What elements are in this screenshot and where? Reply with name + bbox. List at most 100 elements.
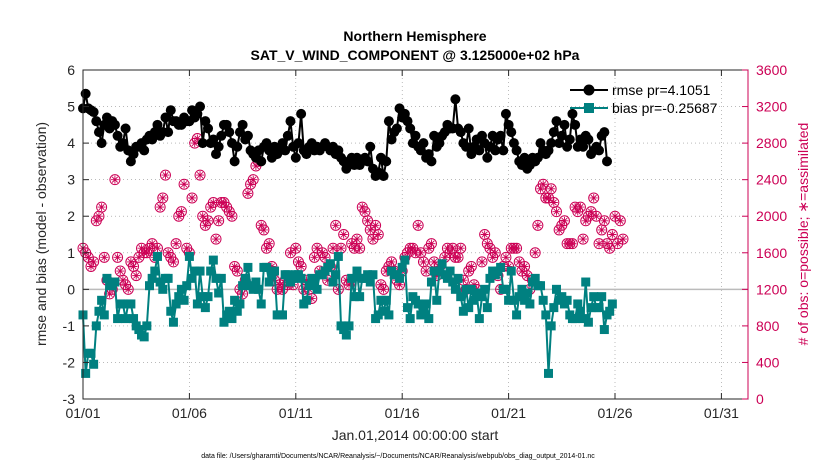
obs-possible-marker: [98, 251, 110, 263]
bias-point: [248, 284, 258, 294]
obs-assimilated-marker: [153, 244, 162, 253]
y-left-tick-label: 5: [67, 99, 75, 115]
obs-assimilated-marker: [384, 262, 393, 271]
rmse-point: [109, 119, 120, 130]
bias-point: [174, 292, 184, 302]
obs-assimilated-marker: [321, 253, 330, 262]
obs-assimilated-marker: [145, 244, 154, 253]
obs-assimilated-marker: [358, 203, 367, 212]
bias-point: [166, 306, 176, 316]
obs-assimilated-marker: [579, 235, 588, 244]
obs-assimilated-marker: [259, 225, 268, 234]
bias-point: [251, 277, 261, 287]
bias-point: [597, 292, 607, 302]
bias-point: [605, 306, 615, 316]
rmse-point: [519, 152, 530, 163]
bias-point: [224, 306, 234, 316]
obs-assimilated-marker: [132, 271, 141, 280]
rmse-point: [165, 105, 176, 116]
rmse-point: [450, 94, 461, 105]
rmse-point: [93, 127, 104, 138]
bias-point: [243, 262, 253, 272]
obs-assimilated-marker: [488, 253, 497, 262]
obs-assimilated-marker: [605, 244, 614, 253]
obs-assimilated-marker: [533, 221, 542, 230]
obs-assimilated-marker: [517, 267, 526, 276]
obs-assimilated-marker: [368, 235, 377, 244]
obs-assimilated-marker: [427, 239, 436, 248]
obs-assimilated-marker: [230, 262, 239, 271]
x-tick-label: 01/06: [172, 405, 207, 421]
obs-assimilated-marker: [539, 180, 548, 189]
bias-point: [506, 266, 516, 276]
obs-assimilated-marker: [456, 244, 465, 253]
obs-assimilated-marker: [504, 262, 513, 271]
bias-point: [557, 292, 567, 302]
bias-point: [139, 332, 149, 342]
bias-point: [538, 295, 548, 305]
bias-point: [448, 277, 458, 287]
bias-point: [129, 314, 139, 324]
bias-point: [496, 262, 506, 272]
bias-point: [456, 292, 466, 302]
bias-point: [541, 310, 551, 320]
obs-assimilated-marker: [360, 207, 369, 216]
bias-point: [200, 303, 210, 313]
data-file-footer: data file: /Users/gharamti/Documents/NCA…: [201, 453, 595, 460]
bias-point: [192, 299, 202, 309]
rmse-point: [594, 145, 605, 156]
rmse-point: [500, 108, 511, 119]
rmse-point: [583, 134, 594, 145]
rmse-point: [455, 127, 466, 138]
rmse-point: [91, 116, 102, 127]
rmse-point: [203, 123, 214, 134]
bias-point: [113, 314, 123, 324]
obs-assimilated-marker: [576, 203, 585, 212]
obs-assimilated-marker: [86, 262, 95, 271]
obs-assimilated-marker: [595, 239, 604, 248]
obs-assimilated-marker: [124, 285, 133, 294]
obs-assimilated-marker: [600, 216, 609, 225]
obs-assimilated-marker: [571, 203, 580, 212]
bias-point: [355, 292, 365, 302]
bias-point: [81, 368, 91, 378]
bias-point: [562, 295, 572, 305]
legend-rmse-label: rmse pr=4.1051: [612, 82, 711, 98]
rmse-point: [195, 101, 206, 112]
bias-point: [227, 314, 237, 324]
bias-point: [437, 259, 447, 269]
rmse-point: [498, 145, 509, 156]
rmse-point: [96, 138, 107, 149]
rmse-point: [293, 138, 304, 149]
rmse-point: [117, 138, 128, 149]
obs-assimilated-marker: [84, 253, 93, 262]
bias-point: [395, 273, 405, 283]
bias-point: [578, 314, 588, 324]
rmse-point: [285, 116, 296, 127]
obs-assimilated-marker: [416, 248, 425, 257]
rmse-point: [383, 116, 394, 127]
obs-assimilated-marker: [89, 257, 98, 266]
obs-possible-marker: [476, 256, 488, 268]
bias-point: [168, 317, 178, 327]
plot-area: 01/01 01/06 01/11 01/16 01/21 01/26 01/31 -3 -2 -…: [63, 62, 788, 421]
obs-assimilated-marker: [485, 244, 494, 253]
bias-point: [517, 284, 527, 294]
obs-assimilated-marker: [376, 280, 385, 289]
bias-point: [594, 303, 604, 313]
obs-assimilated-marker: [97, 203, 106, 212]
obs-possible-marker: [372, 229, 384, 240]
obs-assimilated-marker: [172, 239, 181, 248]
y-left-tick-label: 1: [67, 245, 75, 261]
obs-assimilated-marker: [113, 253, 122, 262]
rmse-point: [490, 145, 501, 156]
obs-assimilated-marker: [156, 203, 165, 212]
obs-assimilated-marker: [464, 267, 473, 276]
obs-assimilated-marker: [299, 285, 308, 294]
chart-title-line2: SAT_V_WIND_COMPONENT @ 3.125000e+02 hPa: [251, 47, 580, 63]
rmse-point: [237, 119, 248, 130]
bias-point: [262, 262, 272, 272]
obs-assimilated-marker: [105, 289, 114, 298]
y-left-tick-label: -2: [63, 354, 76, 370]
y-left-tick-label: 2: [67, 208, 75, 224]
